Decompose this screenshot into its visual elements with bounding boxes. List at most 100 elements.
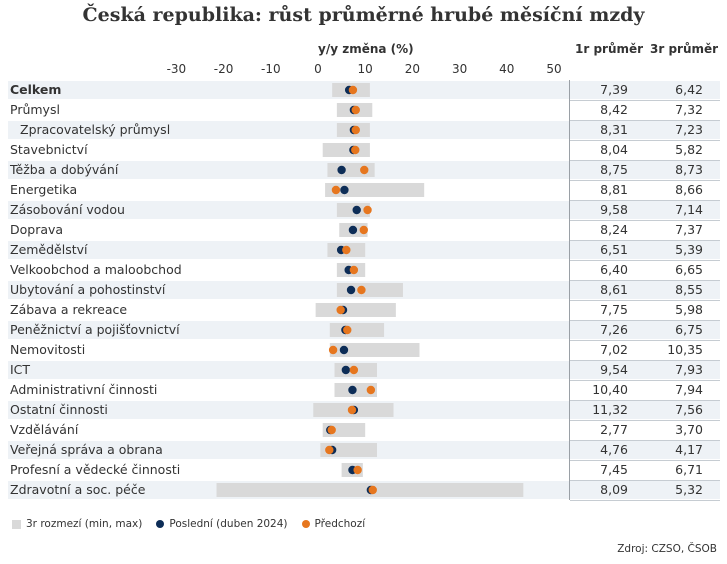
value-3r-average: 6,75 bbox=[675, 322, 703, 337]
chart-title: Česká republika: růst průměrné hrubé měs… bbox=[82, 4, 645, 26]
row-separator bbox=[570, 500, 720, 501]
row-label: Doprava bbox=[10, 222, 64, 237]
value-1r-average: 8,31 bbox=[600, 122, 628, 137]
row-separator bbox=[570, 440, 720, 441]
table-row: Velkoobchod a maloobchod 6,40 6,65 bbox=[8, 261, 720, 279]
table-row: Nemovitosti 7,02 10,35 bbox=[8, 341, 720, 359]
row-separator bbox=[570, 300, 720, 301]
column-header-1r: 1r průměr bbox=[575, 42, 644, 56]
previous-point bbox=[349, 265, 359, 275]
row-label: Administrativní činnosti bbox=[10, 382, 158, 397]
previous-point bbox=[353, 465, 362, 475]
value-3r-average: 8,66 bbox=[675, 182, 703, 197]
latest-point bbox=[348, 225, 358, 235]
x-tick-label: 30 bbox=[451, 62, 468, 76]
row-label: Ostatní činnosti bbox=[10, 402, 108, 417]
value-1r-average: 8,75 bbox=[600, 162, 628, 177]
table-row: Vzdělávání 2,77 3,70 bbox=[8, 421, 720, 439]
row-separator bbox=[570, 420, 720, 421]
value-3r-average: 7,14 bbox=[675, 202, 703, 217]
legend-swatch-range bbox=[12, 519, 21, 529]
value-1r-average: 8,24 bbox=[600, 222, 628, 237]
table-row: Zábava a rekreace 7,75 5,98 bbox=[8, 301, 720, 319]
range-bar bbox=[320, 443, 377, 457]
value-3r-average: 5,98 bbox=[675, 302, 703, 317]
row-separator bbox=[570, 180, 720, 181]
value-3r-average: 5,39 bbox=[675, 242, 703, 257]
legend-item-previous: Předchozí bbox=[301, 518, 365, 530]
x-tick-label: 10 bbox=[357, 62, 373, 76]
legend-swatch-previous bbox=[301, 520, 310, 528]
latest-point bbox=[348, 385, 357, 395]
x-tick-label: 0 bbox=[314, 62, 322, 76]
row-label: ICT bbox=[10, 362, 31, 377]
value-1r-average: 8,81 bbox=[600, 182, 628, 197]
x-axis-title: y/y změna (%) bbox=[318, 42, 414, 56]
value-1r-average: 8,04 bbox=[600, 142, 628, 157]
value-3r-average: 10,35 bbox=[667, 342, 703, 357]
legend: 3r rozmezí (min, max) Poslední (duben 20… bbox=[12, 518, 379, 530]
x-tick-label: 50 bbox=[546, 62, 562, 76]
row-separator bbox=[570, 360, 720, 361]
value-3r-average: 7,93 bbox=[675, 362, 703, 377]
previous-point bbox=[331, 185, 341, 195]
previous-point bbox=[343, 325, 352, 335]
row-separator bbox=[570, 400, 720, 401]
row-label: Zdravotní a soc. péče bbox=[10, 482, 146, 497]
table-row: Stavebnictví 8,04 5,82 bbox=[8, 141, 720, 159]
table-row: Administrativní činnosti 10,40 7,94 bbox=[8, 381, 720, 399]
row-separator bbox=[570, 100, 720, 101]
value-1r-average: 7,26 bbox=[600, 322, 628, 337]
value-3r-average: 6,71 bbox=[675, 462, 703, 477]
value-1r-average: 6,40 bbox=[600, 262, 628, 277]
latest-point bbox=[339, 345, 349, 355]
previous-point bbox=[328, 345, 338, 355]
value-1r-average: 8,61 bbox=[600, 282, 628, 297]
latest-point bbox=[352, 205, 361, 215]
previous-point bbox=[366, 385, 376, 395]
value-1r-average: 10,40 bbox=[592, 382, 628, 397]
row-label: Peněžnictví a pojišťovnictví bbox=[10, 322, 180, 337]
previous-point bbox=[349, 365, 359, 375]
value-3r-average: 6,42 bbox=[675, 82, 703, 97]
legend-label-range: 3r rozmezí (min, max) bbox=[26, 518, 143, 530]
previous-point bbox=[327, 425, 336, 435]
value-1r-average: 7,02 bbox=[600, 342, 628, 357]
value-3r-average: 7,94 bbox=[675, 382, 703, 397]
legend-swatch-latest bbox=[156, 520, 165, 528]
value-3r-average: 7,32 bbox=[675, 102, 703, 117]
previous-point bbox=[351, 145, 360, 155]
value-1r-average: 9,54 bbox=[600, 362, 628, 377]
row-label: Zemědělství bbox=[10, 242, 88, 257]
latest-point bbox=[337, 165, 346, 175]
previous-point bbox=[351, 125, 360, 135]
latest-point bbox=[341, 365, 351, 375]
row-label: Ubytování a pohostinství bbox=[10, 282, 166, 297]
legend-item-latest: Poslední (duben 2024) bbox=[156, 518, 288, 530]
row-separator bbox=[570, 200, 720, 201]
previous-point bbox=[359, 225, 368, 235]
previous-point bbox=[363, 205, 372, 215]
value-3r-average: 7,56 bbox=[675, 402, 703, 417]
previous-point bbox=[357, 285, 366, 295]
row-label: Profesní a vědecké činnosti bbox=[10, 462, 181, 477]
legend-label-latest: Poslední (duben 2024) bbox=[169, 518, 288, 530]
value-1r-average: 7,75 bbox=[600, 302, 628, 317]
row-separator bbox=[570, 480, 720, 481]
row-separator bbox=[570, 160, 720, 161]
table-row: Průmysl 8,42 7,32 bbox=[8, 101, 720, 119]
range-bar bbox=[322, 143, 370, 157]
value-1r-average: 7,45 bbox=[600, 462, 628, 477]
range-bar bbox=[315, 303, 396, 317]
row-separator bbox=[570, 320, 720, 321]
row-label: Velkoobchod a maloobchod bbox=[10, 262, 182, 277]
value-1r-average: 8,09 bbox=[600, 482, 628, 497]
previous-point bbox=[368, 485, 377, 495]
row-separator bbox=[570, 460, 720, 461]
row-separator bbox=[570, 340, 720, 341]
value-1r-average: 7,39 bbox=[600, 82, 628, 97]
row-label: Energetika bbox=[10, 182, 78, 197]
latest-point bbox=[340, 185, 349, 195]
value-3r-average: 3,70 bbox=[675, 422, 703, 437]
